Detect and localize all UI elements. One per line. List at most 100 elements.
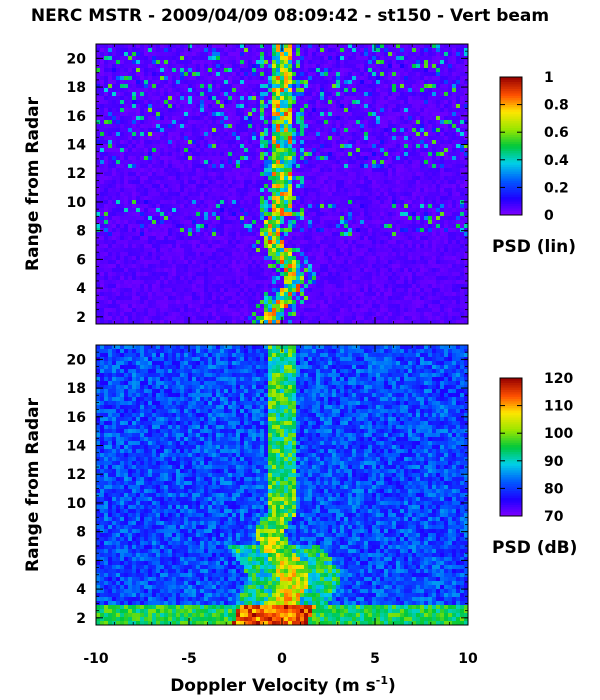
heatmap-cell [304,64,309,69]
heatmap-cell [188,48,193,53]
heatmap-cell [372,108,377,113]
heatmap-cell [384,60,389,65]
heatmap-cell [272,48,277,53]
heatmap-cell [464,168,469,173]
heatmap-cell [152,200,157,205]
heatmap-cell [240,180,245,185]
heatmap-cell [136,52,141,57]
heatmap-cell [240,232,245,237]
heatmap-cell [328,172,333,177]
heatmap-cell [456,140,461,145]
heatmap-cell [340,68,345,73]
heatmap-cell [188,68,193,73]
heatmap-cell [248,60,253,65]
heatmap-cell [240,252,245,257]
heatmap-cell [100,96,105,101]
heatmap-cell [288,144,293,149]
heatmap-cell [304,176,309,181]
heatmap-cell [212,212,217,217]
heatmap-cell [220,164,225,169]
heatmap-cell [112,220,117,225]
heatmap-cell [116,184,121,189]
heatmap-cell [436,252,441,257]
heatmap-cell [300,88,305,93]
heatmap-cell [332,84,337,89]
heatmap-cell [168,192,173,197]
heatmap-cell [140,160,145,165]
heatmap-cell [216,112,221,117]
heatmap-cell [264,152,269,157]
heatmap-cell [204,120,209,125]
heatmap-cell [420,220,425,225]
heatmap-cell [204,104,209,109]
heatmap-cell [160,144,165,149]
heatmap-cell [264,172,269,177]
heatmap-cell [292,120,297,125]
heatmap-cell [172,216,177,221]
heatmap-cell [184,88,189,93]
heatmap-cell [396,132,401,137]
heatmap-cell [344,216,349,221]
heatmap-cell [316,188,321,193]
heatmap-cell [352,128,357,133]
heatmap-cell [104,76,109,81]
heatmap-cell [148,208,153,213]
heatmap-cell [412,120,417,125]
heatmap-cell [256,200,261,205]
heatmap-cell [280,176,285,181]
heatmap-cell [356,76,361,81]
heatmap-cell [352,208,357,213]
heatmap-cell [212,200,217,205]
heatmap-cell [404,196,409,201]
heatmap-cell [180,208,185,213]
heatmap-cell [240,112,245,117]
heatmap-cell [116,76,121,81]
heatmap-cell [412,248,417,253]
heatmap-cell [100,108,105,113]
heatmap-cell [148,252,153,257]
heatmap-cell [444,164,449,169]
heatmap-cell [224,228,229,233]
heatmap-cell [336,212,341,217]
heatmap-cell [332,76,337,81]
heatmap-cell [224,76,229,81]
heatmap-cell [248,188,253,193]
heatmap-cell [460,248,465,253]
heatmap-cell [460,176,465,181]
heatmap-cell [300,240,305,245]
heatmap-cell [296,44,301,49]
heatmap-cell [100,136,105,141]
heatmap-cell [220,144,225,149]
heatmap-cell [100,220,105,225]
heatmap-cell [288,92,293,97]
heatmap-cell [148,68,153,73]
heatmap-cell [400,160,405,165]
heatmap-cell [460,160,465,165]
heatmap-cell [240,104,245,109]
heatmap-cell [232,152,237,157]
heatmap-cell [284,44,289,49]
heatmap-cell [424,232,429,237]
heatmap-cell [288,152,293,157]
heatmap-cell [416,220,421,225]
heatmap-cell [344,80,349,85]
heatmap-cell [192,208,197,213]
heatmap-cell [116,180,121,185]
heatmap-cell [280,120,285,125]
heatmap-cell [328,84,333,89]
heatmap-cell [396,108,401,113]
heatmap-cell [436,208,441,213]
heatmap-cell [112,172,117,177]
heatmap-cell [284,216,289,221]
heatmap-cell [192,220,197,225]
heatmap-cell [424,48,429,53]
heatmap-cell [196,112,201,117]
heatmap-cell [268,228,273,233]
heatmap-cell [120,60,125,65]
heatmap-cell [280,244,285,249]
heatmap-cell [404,188,409,193]
heatmap-cell [220,148,225,153]
heatmap-cell [128,164,133,169]
heatmap-cell [120,240,125,245]
heatmap-cell [388,108,393,113]
